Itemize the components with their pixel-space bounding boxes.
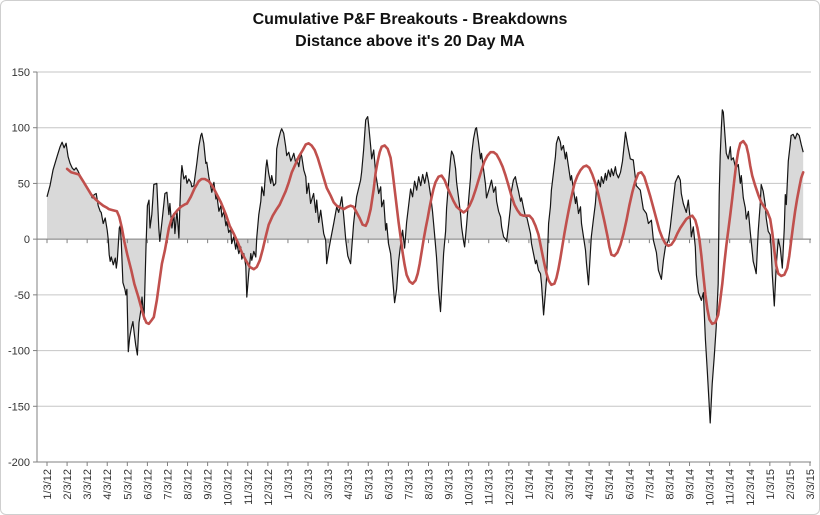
x-axis-label: 2/3/13 [303,469,315,500]
chart-subtitle: Distance above it's 20 Day MA [295,33,525,50]
x-axis-label: 10/3/14 [705,469,717,506]
x-axis-label: 11/3/14 [725,469,737,505]
x-axis-label: 10/3/13 [464,469,476,506]
x-axis-label: 5/3/13 [363,469,375,500]
x-axis-label: 2/3/14 [544,469,556,500]
x-axis-label: 10/3/12 [223,469,235,506]
x-axis-label: 11/3/12 [243,469,255,505]
x-axis-label: 6/3/12 [142,469,154,500]
x-axis-label: 6/3/13 [383,469,395,500]
x-axis-label: 1/3/14 [524,469,536,500]
x-axis-label: 8/3/12 [183,469,195,500]
x-axis-label: 7/3/12 [162,469,174,500]
x-axis-label: 2/3/12 [62,469,74,500]
x-axis-label: 5/3/12 [122,469,134,500]
y-axis-label: -200 [8,457,30,469]
y-axis-label: 0 [24,234,30,246]
x-axis-label: 12/3/12 [263,469,275,506]
x-axis-label: 1/3/15 [765,469,777,500]
x-axis-label: 7/3/14 [644,469,656,500]
x-axis-label: 4/3/14 [584,469,596,500]
y-axis-label: 100 [12,123,30,135]
x-axis-label: 1/3/13 [283,469,295,500]
x-axis-label: 8/3/13 [424,469,436,500]
x-axis-label: 3/3/14 [564,469,576,500]
net-area-fill [47,109,804,424]
x-axis-label: 5/3/14 [604,469,616,500]
x-axis-label: 3/3/13 [323,469,335,500]
chart-title: Cumulative P&F Breakouts - Breakdowns [252,11,568,28]
y-axis-label: 50 [18,178,30,190]
y-axis-label: -150 [8,401,30,413]
x-axis-label: 3/3/12 [82,469,94,500]
x-axis-label: 9/3/14 [685,469,697,500]
x-axis-label: 4/3/12 [102,469,114,500]
ma-line [65,139,805,326]
x-axis-label: 11/3/13 [484,469,496,505]
x-axis-label: 9/3/12 [203,469,215,500]
x-axis-label: 9/3/13 [444,469,456,500]
x-axis-label: 4/3/13 [343,469,355,500]
y-axis-label: 150 [12,67,30,79]
x-axis-label: 2/3/15 [785,469,797,500]
x-axis-label: 12/3/14 [745,469,757,506]
x-axis-label: 1/3/12 [42,469,54,500]
x-axis-label: 12/3/13 [504,469,516,506]
x-axis-label: 8/3/14 [664,469,676,500]
net-line [46,109,804,424]
x-axis-label: 6/3/14 [624,469,636,500]
y-axis-label: -50 [14,290,30,302]
x-axis-label: 7/3/13 [403,469,415,500]
y-axis-label: -100 [8,346,30,358]
x-axis-label: 3/3/15 [805,469,817,500]
